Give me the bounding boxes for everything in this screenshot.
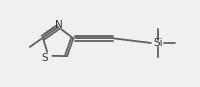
Text: S: S <box>42 53 48 63</box>
Text: N: N <box>55 19 63 29</box>
Text: Si: Si <box>153 38 163 48</box>
